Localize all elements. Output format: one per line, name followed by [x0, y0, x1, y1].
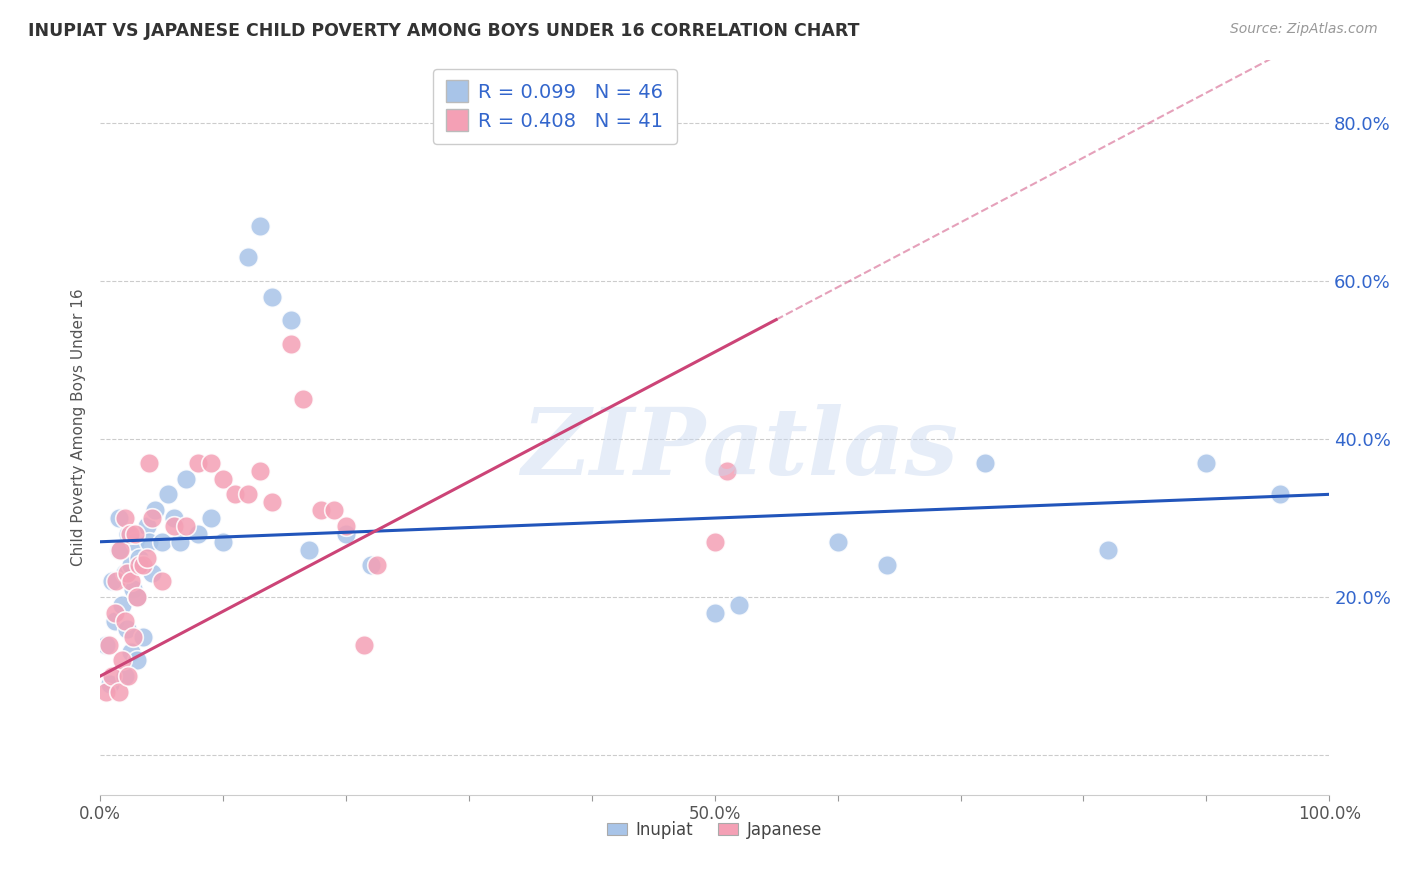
- Point: [262, 290, 284, 304]
- Point: [249, 464, 271, 478]
- Point: [169, 534, 191, 549]
- Point: [107, 511, 129, 525]
- Point: [132, 630, 155, 644]
- Point: [322, 503, 344, 517]
- Point: [120, 574, 142, 589]
- Point: [366, 558, 388, 573]
- Point: [108, 542, 131, 557]
- Point: [174, 519, 197, 533]
- Point: [974, 456, 997, 470]
- Text: Source: ZipAtlas.com: Source: ZipAtlas.com: [1230, 22, 1378, 37]
- Point: [360, 558, 382, 573]
- Point: [1268, 487, 1291, 501]
- Point: [187, 527, 209, 541]
- Point: [280, 337, 302, 351]
- Point: [114, 566, 136, 581]
- Point: [827, 534, 849, 549]
- Point: [141, 566, 163, 581]
- Point: [122, 630, 145, 644]
- Point: [876, 558, 898, 573]
- Point: [135, 550, 157, 565]
- Point: [135, 519, 157, 533]
- Point: [111, 598, 134, 612]
- Point: [716, 464, 738, 478]
- Point: [125, 653, 148, 667]
- Point: [104, 606, 127, 620]
- Point: [200, 456, 222, 470]
- Point: [200, 511, 222, 525]
- Point: [101, 574, 124, 589]
- Y-axis label: Child Poverty Among Boys Under 16: Child Poverty Among Boys Under 16: [72, 288, 86, 566]
- Point: [187, 456, 209, 470]
- Point: [156, 487, 179, 501]
- Point: [128, 550, 150, 565]
- Point: [150, 534, 173, 549]
- Point: [138, 456, 160, 470]
- Point: [145, 503, 167, 517]
- Point: [262, 495, 284, 509]
- Point: [117, 527, 139, 541]
- Point: [125, 590, 148, 604]
- Point: [728, 598, 751, 612]
- Point: [107, 685, 129, 699]
- Point: [98, 677, 121, 691]
- Point: [163, 511, 186, 525]
- Point: [132, 558, 155, 573]
- Point: [115, 566, 138, 581]
- Point: [280, 313, 302, 327]
- Point: [114, 511, 136, 525]
- Text: ZIPatlas: ZIPatlas: [520, 404, 957, 494]
- Point: [104, 614, 127, 628]
- Point: [174, 471, 197, 485]
- Point: [298, 542, 321, 557]
- Point: [224, 487, 246, 501]
- Point: [703, 534, 725, 549]
- Point: [118, 527, 141, 541]
- Point: [311, 503, 333, 517]
- Point: [1195, 456, 1218, 470]
- Point: [236, 250, 259, 264]
- Point: [212, 471, 235, 485]
- Point: [124, 534, 146, 549]
- Point: [115, 622, 138, 636]
- Point: [122, 582, 145, 597]
- Point: [114, 669, 136, 683]
- Point: [101, 669, 124, 683]
- Point: [124, 527, 146, 541]
- Point: [107, 542, 129, 557]
- Point: [249, 219, 271, 233]
- Text: INUPIAT VS JAPANESE CHILD POVERTY AMONG BOYS UNDER 16 CORRELATION CHART: INUPIAT VS JAPANESE CHILD POVERTY AMONG …: [28, 22, 859, 40]
- Point: [96, 685, 118, 699]
- Point: [703, 606, 725, 620]
- Point: [138, 534, 160, 549]
- Point: [150, 574, 173, 589]
- Point: [291, 392, 314, 407]
- Point: [120, 645, 142, 659]
- Point: [111, 653, 134, 667]
- Point: [236, 487, 259, 501]
- Point: [114, 614, 136, 628]
- Point: [1097, 542, 1119, 557]
- Point: [212, 534, 235, 549]
- Point: [120, 558, 142, 573]
- Point: [97, 638, 120, 652]
- Point: [353, 638, 375, 652]
- Point: [96, 638, 118, 652]
- Point: [163, 519, 186, 533]
- Point: [128, 558, 150, 573]
- Point: [141, 511, 163, 525]
- Legend: Inupiat, Japanese: Inupiat, Japanese: [600, 814, 828, 846]
- Point: [125, 590, 148, 604]
- Point: [335, 519, 357, 533]
- Point: [117, 669, 139, 683]
- Point: [335, 527, 357, 541]
- Point: [105, 574, 128, 589]
